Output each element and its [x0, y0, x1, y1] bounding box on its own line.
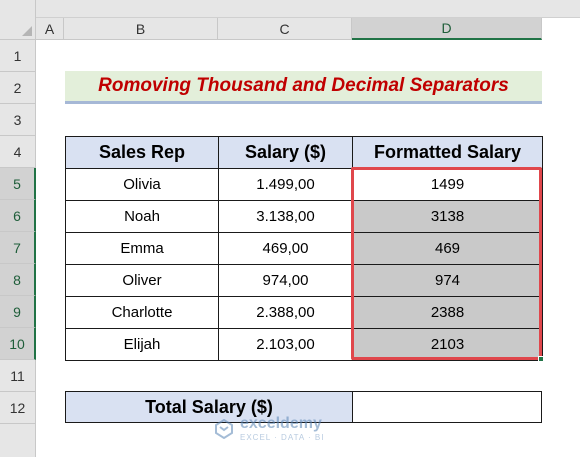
title-cell[interactable]: Romoving Thousand and Decimal Separators — [65, 71, 542, 104]
table-row: Olivia 1.499,00 1499 — [65, 168, 543, 201]
salary-cell[interactable]: 2.388,00 — [218, 296, 353, 329]
table-row: Charlotte 2.388,00 2388 — [65, 296, 543, 329]
table-row: Elijah 2.103,00 2103 — [65, 328, 543, 361]
column-header-a[interactable]: A — [36, 18, 64, 40]
row-header-8[interactable]: 8 — [0, 264, 36, 296]
select-all-icon — [22, 26, 32, 36]
table-header-row: Sales Rep Salary ($) Formatted Salary — [65, 136, 543, 169]
sales-rep-cell[interactable]: Charlotte — [65, 296, 219, 329]
row-header-2[interactable]: 2 — [0, 72, 36, 104]
salary-cell[interactable]: 469,00 — [218, 232, 353, 265]
salary-cell[interactable]: 1.499,00 — [218, 168, 353, 201]
sheet-title: Romoving Thousand and Decimal Separators — [98, 75, 509, 96]
salary-cell[interactable]: 2.103,00 — [218, 328, 353, 361]
exceldemy-logo-icon — [215, 419, 233, 439]
table-row: Oliver 974,00 974 — [65, 264, 543, 297]
row-header-9[interactable]: 9 — [0, 296, 36, 328]
formatted-salary-cell[interactable]: 2103 — [352, 328, 543, 361]
watermark-tagline: EXCEL · DATA · BI — [240, 433, 325, 442]
header-sales-rep[interactable]: Sales Rep — [65, 136, 219, 169]
row-header-7[interactable]: 7 — [0, 232, 36, 264]
formatted-salary-cell-active[interactable]: 1499 — [352, 168, 543, 201]
column-header-b[interactable]: B — [64, 18, 218, 40]
header-formatted-salary[interactable]: Formatted Salary — [352, 136, 543, 169]
salary-table: Sales Rep Salary ($) Formatted Salary Ol… — [65, 136, 543, 361]
select-all-corner[interactable] — [0, 0, 36, 40]
exceldemy-watermark: exceldemy EXCEL · DATA · BI — [214, 413, 374, 445]
formatted-salary-cell[interactable]: 2388 — [352, 296, 543, 329]
row-header-1[interactable]: 1 — [0, 40, 36, 72]
salary-cell[interactable]: 3.138,00 — [218, 200, 353, 233]
column-header-d[interactable]: D — [352, 18, 542, 40]
row-header-3[interactable]: 3 — [0, 104, 36, 136]
sales-rep-cell[interactable]: Emma — [65, 232, 219, 265]
row-header-6[interactable]: 6 — [0, 200, 36, 232]
formula-bar-strip — [36, 0, 580, 18]
row-header-11[interactable]: 11 — [0, 360, 36, 392]
sales-rep-cell[interactable]: Elijah — [65, 328, 219, 361]
formatted-salary-cell[interactable]: 974 — [352, 264, 543, 297]
sales-rep-cell[interactable]: Oliver — [65, 264, 219, 297]
row-header-4[interactable]: 4 — [0, 136, 36, 168]
row-header-13 — [0, 424, 36, 457]
total-salary-label[interactable]: Total Salary ($) — [65, 391, 353, 423]
header-salary[interactable]: Salary ($) — [218, 136, 353, 169]
total-salary-value[interactable] — [352, 391, 542, 423]
row-header-12[interactable]: 12 — [0, 392, 36, 424]
table-row: Emma 469,00 469 — [65, 232, 543, 265]
row-header-10[interactable]: 10 — [0, 328, 36, 360]
salary-cell[interactable]: 974,00 — [218, 264, 353, 297]
sales-rep-cell[interactable]: Olivia — [65, 168, 219, 201]
column-header-c[interactable]: C — [218, 18, 352, 40]
sales-rep-cell[interactable]: Noah — [65, 200, 219, 233]
fill-handle[interactable] — [538, 356, 544, 362]
row-header-5[interactable]: 5 — [0, 168, 36, 200]
watermark-name: exceldemy — [240, 415, 322, 432]
formatted-salary-cell[interactable]: 469 — [352, 232, 543, 265]
table-row: Noah 3.138,00 3138 — [65, 200, 543, 233]
formatted-salary-cell[interactable]: 3138 — [352, 200, 543, 233]
